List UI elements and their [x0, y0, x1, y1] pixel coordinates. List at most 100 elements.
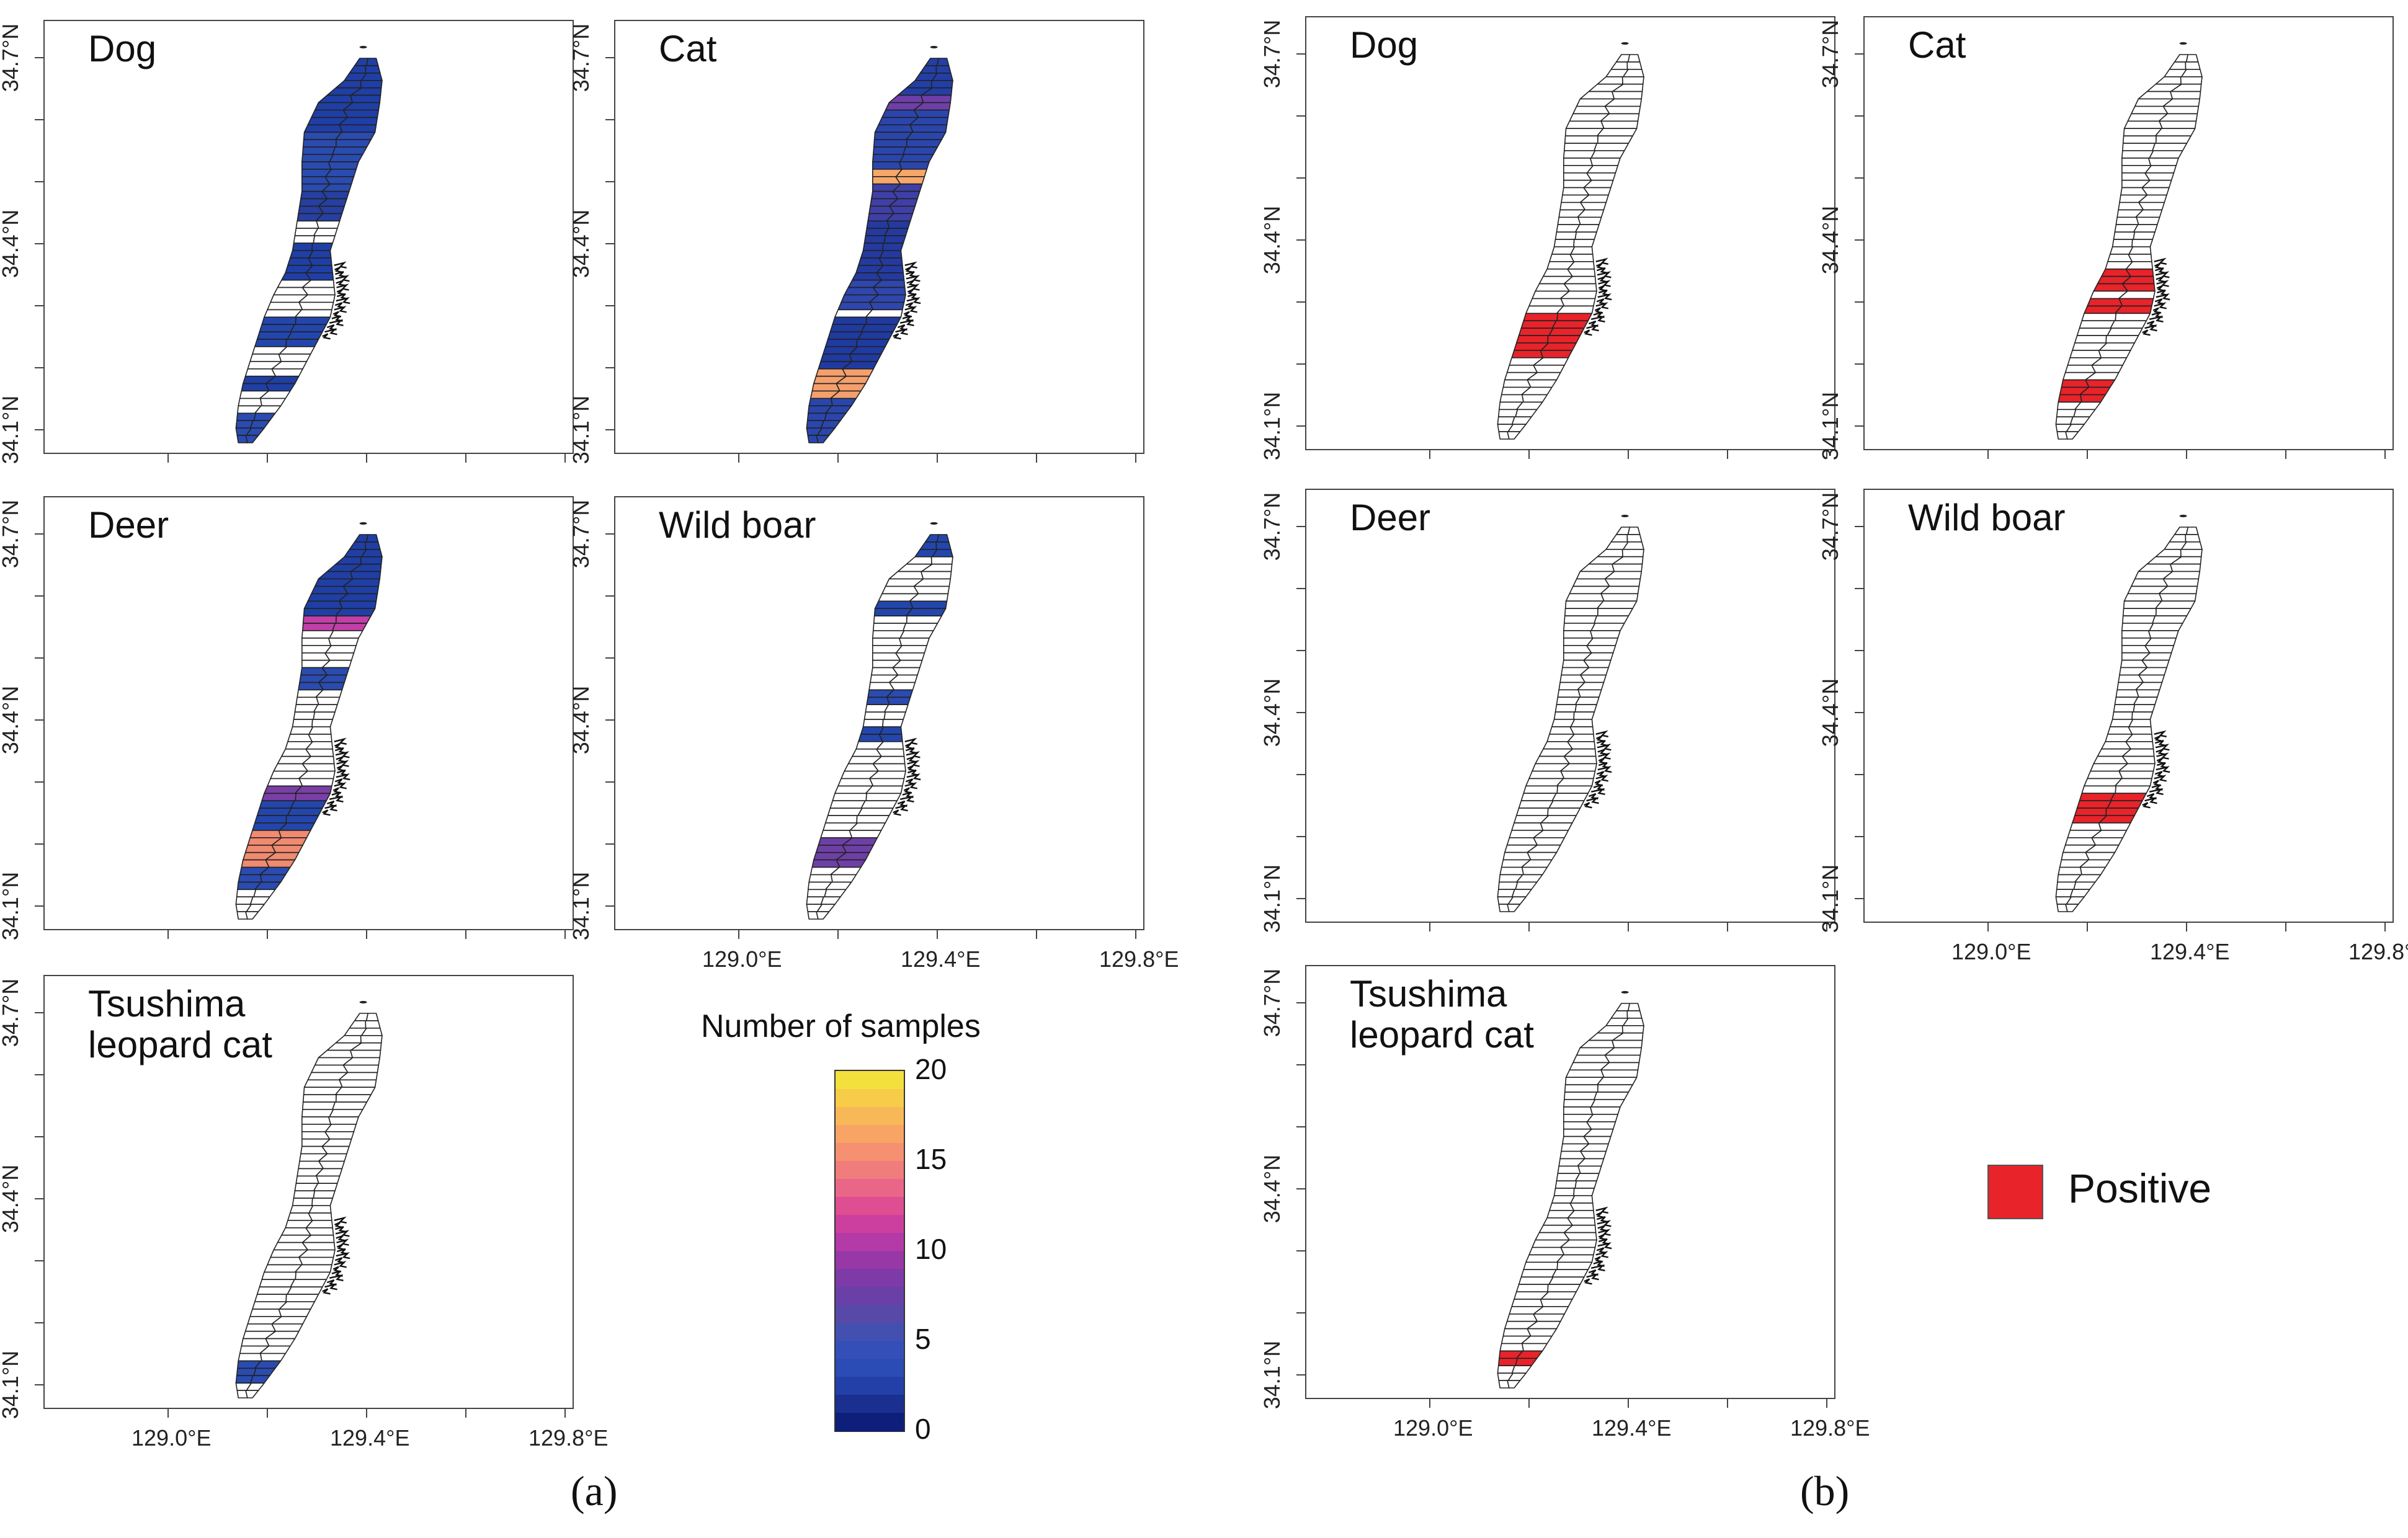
region-polygon [1515, 881, 1538, 890]
region-polygon [2170, 91, 2201, 100]
x-tick [837, 930, 839, 939]
region-polygon [318, 205, 345, 215]
region-polygon [342, 109, 380, 118]
region-polygon [889, 205, 916, 215]
region-polygon [1511, 822, 1544, 831]
region-polygon [882, 242, 904, 251]
region-polygon [1515, 409, 1538, 417]
region-polygon [301, 630, 334, 639]
region-polygon [335, 80, 362, 89]
panel-title: Dog [1350, 24, 1419, 66]
x-tick [1826, 1399, 1827, 1408]
region-polygon [2131, 105, 2169, 115]
region-polygon [316, 1175, 341, 1184]
region-polygon [1556, 778, 1594, 787]
y-minor-tick [1855, 774, 1863, 775]
region-polygon [1572, 1054, 1610, 1064]
y-tick-label: 34.7°N [568, 499, 594, 569]
region-polygon [2081, 785, 2116, 794]
region-polygon [293, 711, 315, 720]
region-polygon [2155, 600, 2196, 609]
region-polygon [1516, 335, 1549, 344]
islet [1621, 515, 1629, 517]
region-polygon [1556, 313, 1593, 321]
region-polygon [335, 556, 362, 565]
region-polygon [913, 585, 950, 595]
region-polygon [261, 1271, 297, 1280]
region-polygon [2074, 335, 2107, 344]
region-polygon [820, 830, 853, 838]
region-polygon [287, 331, 323, 340]
region-polygon [295, 220, 319, 229]
region-polygon [2121, 283, 2156, 292]
region-polygon [886, 220, 911, 229]
colorbar-segment [836, 1143, 904, 1162]
coastline-detail [1597, 1220, 1612, 1227]
region-polygon [305, 749, 334, 757]
y-tick-label: 34.4°N [568, 209, 594, 278]
coastline-detail [905, 271, 917, 278]
y-tick [1855, 53, 1863, 55]
region-polygon [884, 228, 909, 236]
region-polygon [906, 139, 942, 148]
region-polygon [253, 1367, 276, 1376]
region-polygon [2123, 593, 2163, 602]
region-polygon [318, 94, 354, 104]
region-polygon [349, 1020, 367, 1029]
region-polygon [287, 807, 323, 816]
region-polygon [1563, 283, 1597, 292]
region-polygon [354, 58, 368, 66]
region-polygon [899, 638, 930, 646]
coastline-detail [336, 1235, 346, 1242]
region-polygon [1511, 889, 1532, 897]
y-tick [1296, 53, 1305, 55]
region-polygon [1594, 615, 1630, 624]
region-polygon [1574, 1180, 1597, 1189]
region-polygon [1600, 1069, 1639, 1078]
coastline-detail [1597, 749, 1608, 755]
region-polygon [238, 1353, 262, 1362]
region-polygon [2133, 696, 2158, 705]
region-polygon [1567, 1217, 1596, 1226]
region-polygon [2174, 54, 2188, 63]
coastline-detail [1597, 276, 1608, 283]
region-polygon [837, 778, 874, 787]
region-polygon [342, 1064, 380, 1073]
region-polygon [2091, 365, 2123, 373]
region-polygon [2144, 172, 2175, 181]
y-tick-label: 34.7°N [1817, 492, 1844, 561]
region-polygon [303, 1079, 343, 1088]
islet [930, 522, 938, 525]
island-map [806, 522, 953, 920]
x-tick-label: 129.4°E [901, 946, 981, 972]
x-tick [1528, 923, 1530, 931]
region-polygon [259, 800, 295, 809]
region-polygon [2080, 866, 2106, 876]
coastline-detail [2156, 276, 2166, 283]
region-polygon [1540, 350, 1573, 358]
region-polygon [244, 368, 277, 377]
y-tick [1296, 898, 1305, 899]
colorbar-tick-label: 0 [915, 1413, 931, 1445]
region-polygon [2128, 254, 2152, 262]
y-minor-tick [1855, 712, 1863, 713]
y-minor-tick [35, 1136, 43, 1137]
region-polygon [295, 309, 332, 318]
region-polygon [1548, 327, 1585, 336]
region-polygon [899, 161, 930, 170]
region-polygon [2138, 91, 2174, 100]
region-polygon [1612, 563, 1643, 572]
region-polygon [1556, 1254, 1594, 1263]
region-polygon [313, 235, 336, 244]
region-polygon [2113, 704, 2135, 713]
x-tick-label: 129.0°E [1393, 1415, 1473, 1441]
map-panel-wild-boar: Wild boar [1863, 489, 2394, 923]
region-polygon [253, 412, 276, 421]
region-polygon [313, 704, 338, 713]
region-polygon [1527, 379, 1558, 388]
region-polygon [825, 815, 858, 824]
x-tick-label: 129.4°E [1592, 1415, 1672, 1441]
y-tick-label: 34.1°N [1817, 864, 1844, 933]
coastline-detail [904, 782, 917, 789]
colorbar-segment [836, 1161, 904, 1180]
